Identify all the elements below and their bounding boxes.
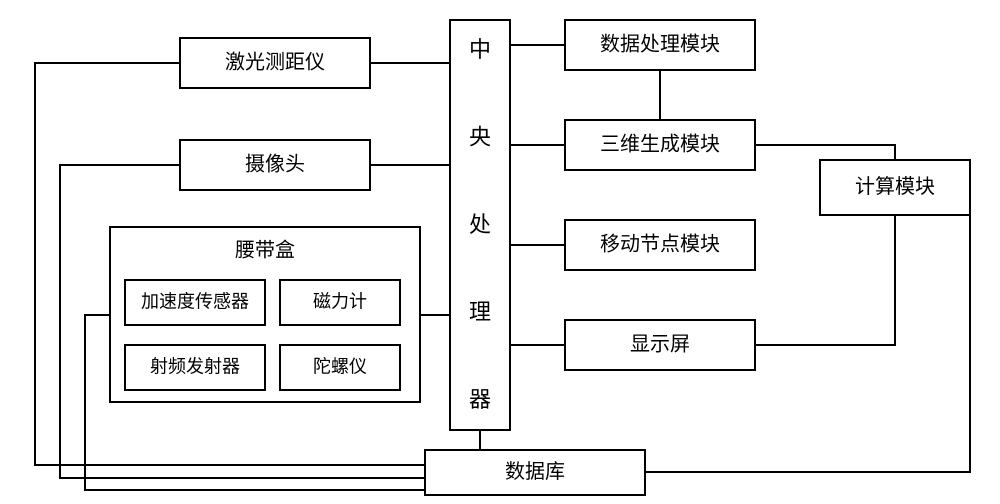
label-calc: 计算模块 [855, 175, 935, 198]
label-db: 数据库 [505, 460, 565, 483]
svg-text:央: 央 [469, 125, 491, 150]
edge-display-calc [755, 215, 895, 345]
label-movenode: 移动节点模块 [600, 233, 720, 256]
label-beltbox: 腰带盒 [235, 239, 295, 262]
svg-text:器: 器 [469, 387, 491, 412]
label-dataproc: 数据处理模块 [600, 33, 720, 56]
svg-text:理: 理 [469, 300, 491, 325]
edge-gen3d-calc [755, 145, 895, 160]
svg-text:中: 中 [469, 37, 491, 62]
label-magnet: 磁力计 [313, 292, 367, 312]
svg-text:处: 处 [469, 212, 491, 237]
label-gyro: 陀螺仪 [313, 357, 367, 377]
label-rf: 射频发射器 [150, 357, 240, 377]
label-camera: 摄像头 [245, 153, 305, 176]
label-laser: 激光测距仪 [225, 51, 325, 74]
label-gen3d: 三维生成模块 [600, 133, 720, 156]
label-accel: 加速度传感器 [141, 292, 249, 312]
label-display: 显示屏 [630, 334, 690, 356]
